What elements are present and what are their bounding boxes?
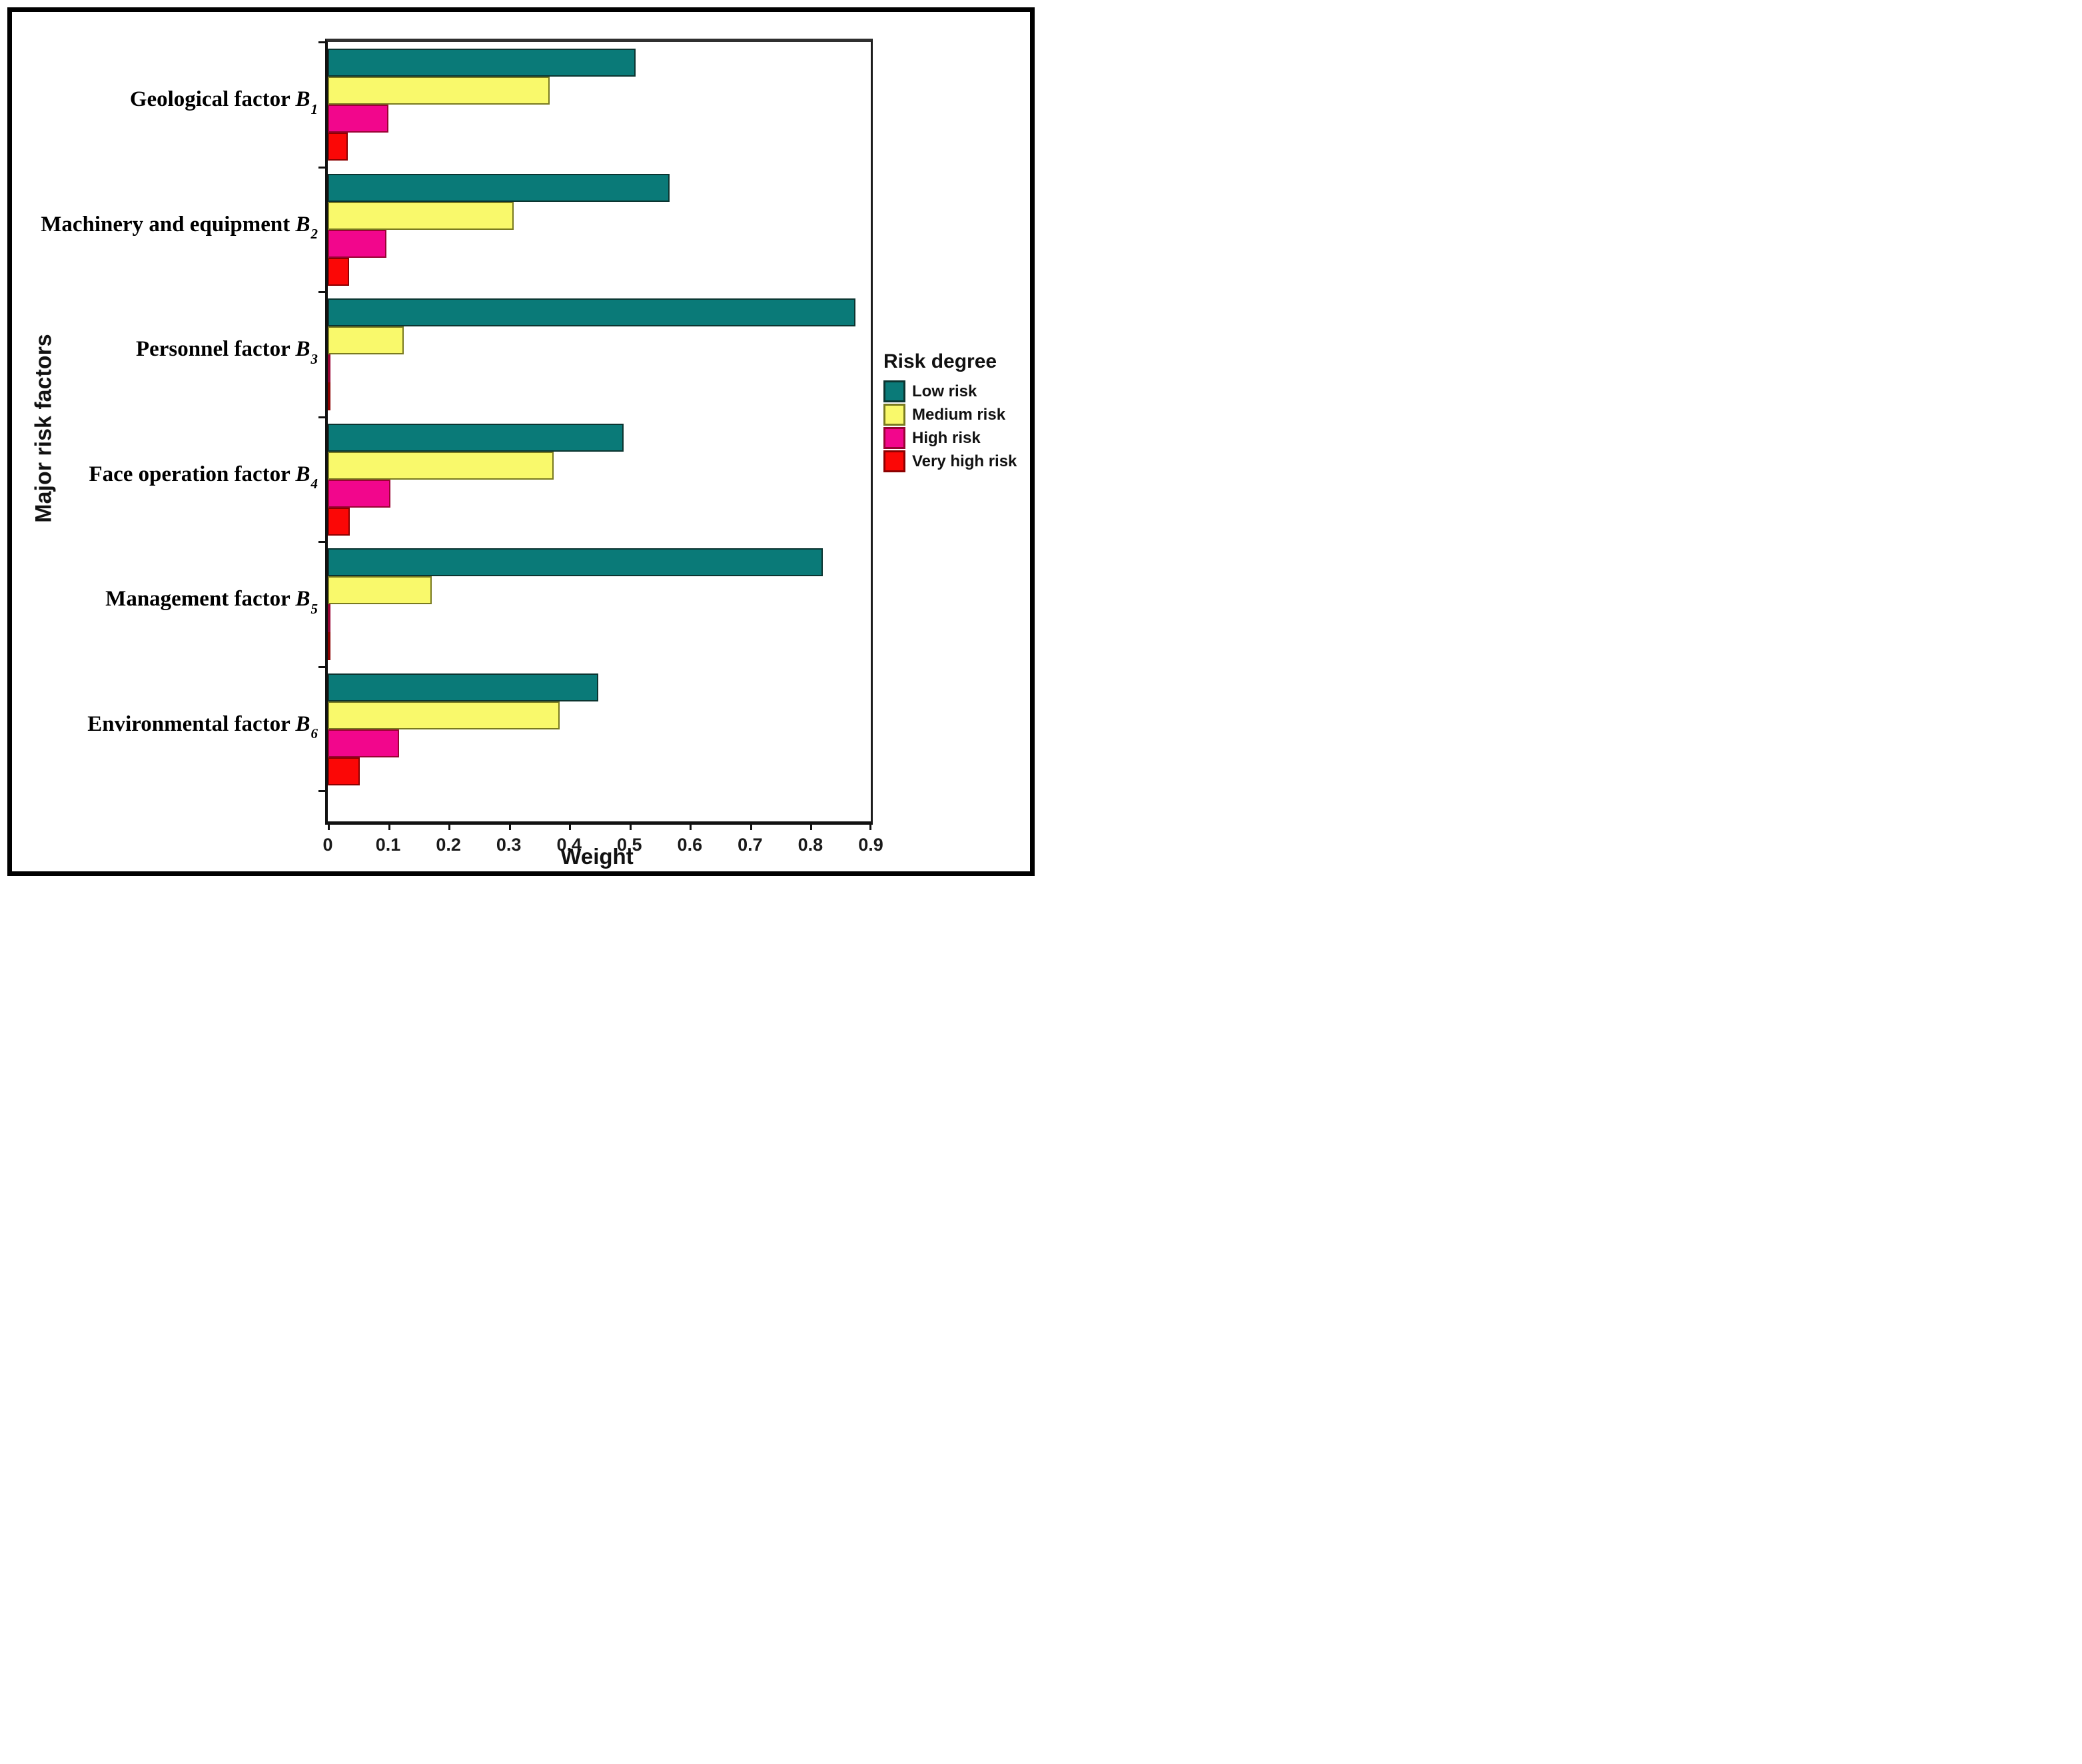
category-label-B3: Personnel factor B3 xyxy=(135,337,318,367)
y-axis-tick xyxy=(318,166,325,169)
y-axis-tick xyxy=(318,790,325,792)
x-axis-tick xyxy=(750,821,752,830)
bar-medium-risk-B5 xyxy=(328,576,432,604)
x-axis-tick-label: 0.8 xyxy=(797,835,823,855)
legend-label: Very high risk xyxy=(912,452,1017,470)
y-axis-tick xyxy=(318,291,325,293)
bar-medium-risk-B3 xyxy=(328,326,404,354)
x-axis-tick xyxy=(810,821,813,830)
x-axis-tick-label: 0 xyxy=(322,835,333,855)
legend-item-very-high-risk: Very high risk xyxy=(883,450,1017,473)
y-axis-tick xyxy=(318,416,325,418)
bar-low-risk-B3 xyxy=(328,298,856,326)
category-symbol: B xyxy=(295,212,310,236)
figure-frame: Major risk factors 0 0.1 0.2 0.3 0.4 0.5 0.6 0.… xyxy=(7,7,1035,876)
x-axis-tick xyxy=(388,821,390,830)
x-axis-tick xyxy=(690,821,692,830)
bar-very-high-risk-B5 xyxy=(328,632,330,660)
bar-medium-risk-B2 xyxy=(328,201,514,230)
bar-high-risk-B6 xyxy=(328,729,399,757)
bar-low-risk-B6 xyxy=(328,673,598,701)
category-label-B1: Geological factor B1 xyxy=(129,87,318,117)
legend-swatch-medium-risk xyxy=(883,404,905,426)
y-axis-tick xyxy=(318,41,325,43)
legend-swatch-very-high-risk xyxy=(883,450,905,472)
bar-very-high-risk-B2 xyxy=(328,257,349,286)
category-symbol: B xyxy=(295,337,310,362)
bar-very-high-risk-B3 xyxy=(328,382,330,410)
x-axis-tick-label: 0.2 xyxy=(436,835,461,855)
legend-title: Risk degree xyxy=(883,350,997,372)
y-axis-tick xyxy=(318,665,325,668)
x-axis-tick xyxy=(629,821,632,830)
figure: Major risk factors 0 0.1 0.2 0.3 0.4 0.5 0.6 0.… xyxy=(0,0,1042,883)
bar-high-risk-B5 xyxy=(328,604,330,632)
x-axis-tick-label: 0.6 xyxy=(677,835,703,855)
x-axis-tick xyxy=(508,821,511,830)
category-symbol: B xyxy=(295,87,310,112)
x-axis-tick xyxy=(448,821,451,830)
bar-medium-risk-B4 xyxy=(328,451,554,480)
category-label-B5: Management factor B5 xyxy=(105,587,318,617)
x-axis-tick xyxy=(569,821,572,830)
legend-swatch-high-risk xyxy=(883,427,905,449)
legend-label: High risk xyxy=(912,428,981,447)
category-label-B6: Environmental factor B6 xyxy=(87,711,318,742)
bar-low-risk-B5 xyxy=(328,548,823,576)
bar-high-risk-B1 xyxy=(328,105,388,133)
legend-items: Low risk Medium risk High risk Very high ri… xyxy=(883,380,1017,473)
category-symbol: B xyxy=(295,711,310,736)
y-axis-tick xyxy=(318,541,325,543)
bar-low-risk-B4 xyxy=(328,423,624,452)
category-symbol: B xyxy=(295,587,310,612)
category-label-B4: Face operation factor B4 xyxy=(89,462,318,492)
bar-medium-risk-B6 xyxy=(328,701,560,729)
x-axis-title: Weight xyxy=(560,844,634,869)
bar-low-risk-B2 xyxy=(328,173,670,202)
bar-high-risk-B4 xyxy=(328,479,391,508)
x-axis-tick-label: 0.9 xyxy=(858,835,883,855)
category-symbol: B xyxy=(295,462,310,486)
legend-item-low-risk: Low risk xyxy=(883,380,1017,403)
legend-label: Medium risk xyxy=(912,405,1006,424)
plot-area: 0 0.1 0.2 0.3 0.4 0.5 0.6 0.7 0.8 0.9 xyxy=(318,39,883,855)
bar-very-high-risk-B4 xyxy=(328,507,350,536)
bar-high-risk-B3 xyxy=(328,354,330,382)
bar-low-risk-B1 xyxy=(328,49,636,77)
bar-very-high-risk-B6 xyxy=(328,757,360,785)
x-axis-tick-label: 0.1 xyxy=(375,835,401,855)
x-axis-tick-label: 0.7 xyxy=(738,835,763,855)
legend-label: Low risk xyxy=(912,382,977,400)
bar-very-high-risk-B1 xyxy=(328,133,348,161)
x-axis-tick xyxy=(869,821,871,830)
x-axis-tick xyxy=(328,821,330,830)
legend: Risk degree Low risk Medium risk High risk… xyxy=(883,350,1017,473)
bar-medium-risk-B1 xyxy=(328,77,550,105)
legend-item-medium-risk: Medium risk xyxy=(883,403,1017,426)
x-axis-tick-label: 0.5 xyxy=(616,835,642,855)
x-axis-tick-label: 0.4 xyxy=(556,835,582,855)
category-label-B2: Machinery and equipment B2 xyxy=(41,212,318,242)
bar-high-risk-B2 xyxy=(328,229,386,258)
legend-item-high-risk: High risk xyxy=(883,426,1017,450)
x-axis-tick-label: 0.3 xyxy=(496,835,522,855)
legend-swatch-low-risk xyxy=(883,380,905,402)
